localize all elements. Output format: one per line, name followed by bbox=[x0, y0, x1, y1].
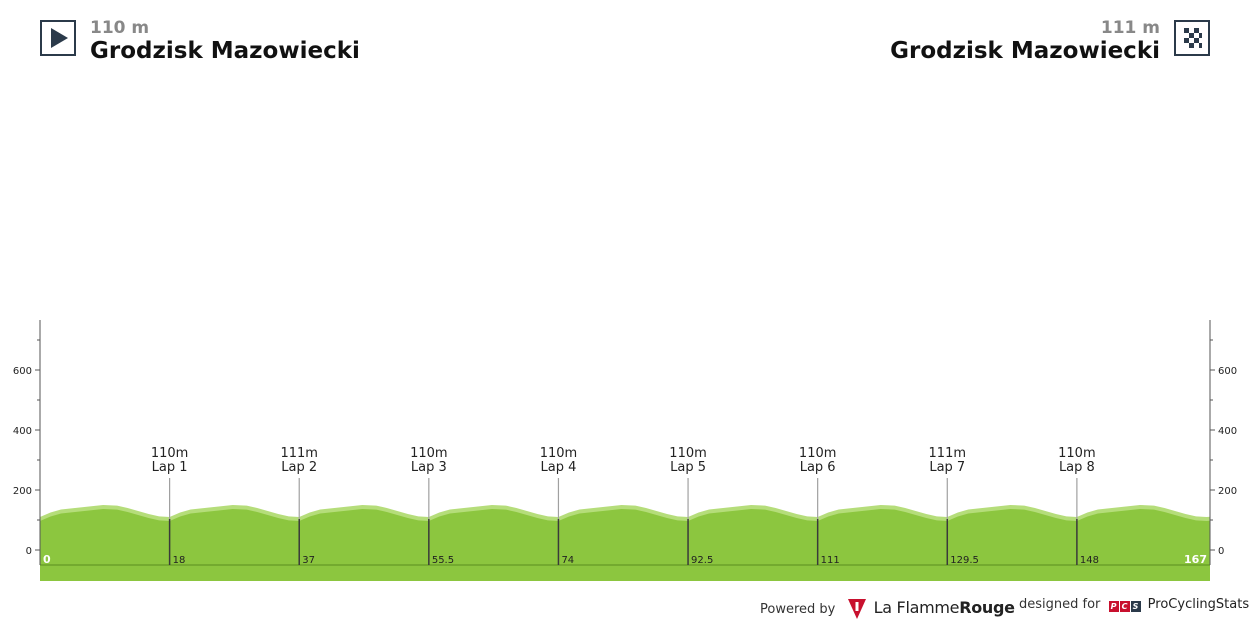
finish-city: Grodzisk Mazowiecki bbox=[890, 38, 1160, 64]
flamme-rouge-logo-icon bbox=[847, 599, 866, 619]
lap-altitude-label: 110m bbox=[669, 446, 706, 461]
lap-name-label: Lap 2 bbox=[281, 460, 317, 475]
lap-name-label: Lap 7 bbox=[929, 460, 965, 475]
start-play-icon bbox=[40, 20, 76, 56]
distance-label: 148 bbox=[1080, 555, 1099, 566]
lap-name-label: Lap 6 bbox=[800, 460, 836, 475]
finish-text: 111 m Grodzisk Mazowiecki bbox=[890, 18, 1160, 64]
distance-label: 111 bbox=[821, 555, 840, 566]
brand-light: La Flamme bbox=[873, 598, 960, 617]
y-tick-label-right: 0 bbox=[1218, 546, 1224, 557]
start-text: 110 m Grodzisk Mazowiecki bbox=[90, 18, 360, 64]
distance-label: 129.5 bbox=[950, 555, 979, 566]
y-tick-label-right: 200 bbox=[1218, 486, 1237, 497]
y-tick-label-right: 600 bbox=[1218, 366, 1237, 377]
designed-for-label: designed for bbox=[1019, 597, 1101, 612]
lap-altitude-label: 111m bbox=[280, 446, 317, 461]
lap-altitude-label: 110m bbox=[410, 446, 447, 461]
lap-altitude-label: 110m bbox=[540, 446, 577, 461]
pcs-letter-c: C bbox=[1119, 601, 1130, 612]
pcs-name: ProCyclingStats bbox=[1147, 597, 1250, 612]
distance-label: 18 bbox=[173, 555, 186, 566]
lap-altitude-label: 111m bbox=[929, 446, 966, 461]
powered-by-credit: Powered by La FlammeRouge bbox=[760, 597, 1015, 619]
baseline-band bbox=[40, 565, 1210, 581]
distance-label: 74 bbox=[561, 555, 574, 566]
flamme-rouge-wordmark: La FlammeRouge bbox=[874, 598, 1015, 617]
start-altitude: 110 m bbox=[90, 18, 150, 38]
lap-name-label: Lap 8 bbox=[1059, 460, 1095, 475]
distance-label-finish: 167 bbox=[1184, 553, 1207, 566]
y-tick-label-left: 600 bbox=[13, 366, 32, 377]
lap-altitude-label: 110m bbox=[1058, 446, 1095, 461]
distance-label: 92.5 bbox=[691, 555, 713, 566]
pcs-letter-s: S bbox=[1130, 601, 1141, 612]
powered-by-label: Powered by bbox=[760, 602, 836, 617]
distance-label: 55.5 bbox=[432, 555, 454, 566]
y-tick-label-right: 400 bbox=[1218, 426, 1237, 437]
y-tick-label-left: 400 bbox=[13, 426, 32, 437]
y-tick-label-left: 0 bbox=[26, 546, 32, 557]
brand-bold: Rouge bbox=[959, 598, 1015, 617]
start-city: Grodzisk Mazowiecki bbox=[90, 38, 360, 64]
lap-altitude-label: 110m bbox=[799, 446, 836, 461]
distance-label: 37 bbox=[302, 555, 315, 566]
finish-altitude: 111 m bbox=[1100, 18, 1160, 38]
lap-altitude-label: 110m bbox=[151, 446, 188, 461]
distance-label-start: 0 bbox=[43, 553, 51, 566]
finish-checkered-flag-icon bbox=[1174, 20, 1210, 56]
lap-name-label: Lap 5 bbox=[670, 460, 706, 475]
pcs-logo-icon: P C S bbox=[1108, 601, 1141, 612]
lap-name-label: Lap 3 bbox=[411, 460, 447, 475]
pcs-letter-p: P bbox=[1108, 601, 1119, 612]
lap-name-label: Lap 1 bbox=[152, 460, 188, 475]
y-tick-label-left: 200 bbox=[13, 486, 32, 497]
lap-name-label: Lap 4 bbox=[541, 460, 577, 475]
designed-for-credit: designed for P C S ProCyclingStats bbox=[1019, 597, 1249, 612]
terrain-area bbox=[40, 509, 1210, 565]
